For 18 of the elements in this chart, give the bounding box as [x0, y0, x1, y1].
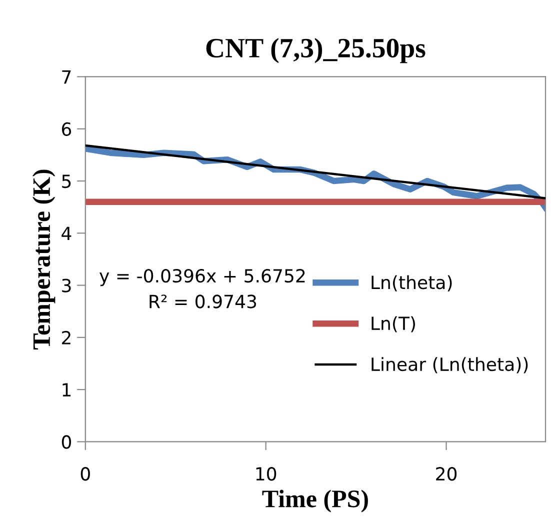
y-axis-title: Temperature (K)	[32, 170, 56, 350]
legend-label: Ln(T)	[372, 316, 415, 332]
y-tick-label: 0	[62, 435, 72, 449]
y-tick-label: 6	[62, 122, 72, 136]
x-tick-label: 20	[436, 467, 457, 481]
y-tick-label: 3	[62, 278, 71, 292]
x-tick-label: 0	[80, 467, 90, 481]
x-tick-label: 10	[256, 467, 276, 481]
x-axis-title: Time (PS)	[262, 490, 368, 512]
y-tick-label: 5	[62, 174, 71, 188]
y-tick-label: 7	[62, 70, 71, 84]
y-tick-label: 4	[62, 226, 72, 240]
legend-label: Ln(theta)	[372, 275, 452, 292]
annotation: y = -0.0396x + 5.6752 R² = 0.9743	[100, 268, 305, 308]
legend-label: Linear (Ln(theta))	[372, 357, 528, 374]
chart-title: CNT (7,3)_25.50ps	[206, 38, 426, 64]
y-tick-label: 1	[62, 383, 71, 396]
y-tick-label: 2	[62, 330, 70, 344]
